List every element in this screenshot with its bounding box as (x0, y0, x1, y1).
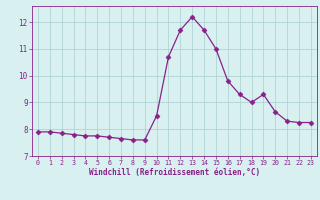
X-axis label: Windchill (Refroidissement éolien,°C): Windchill (Refroidissement éolien,°C) (89, 168, 260, 177)
